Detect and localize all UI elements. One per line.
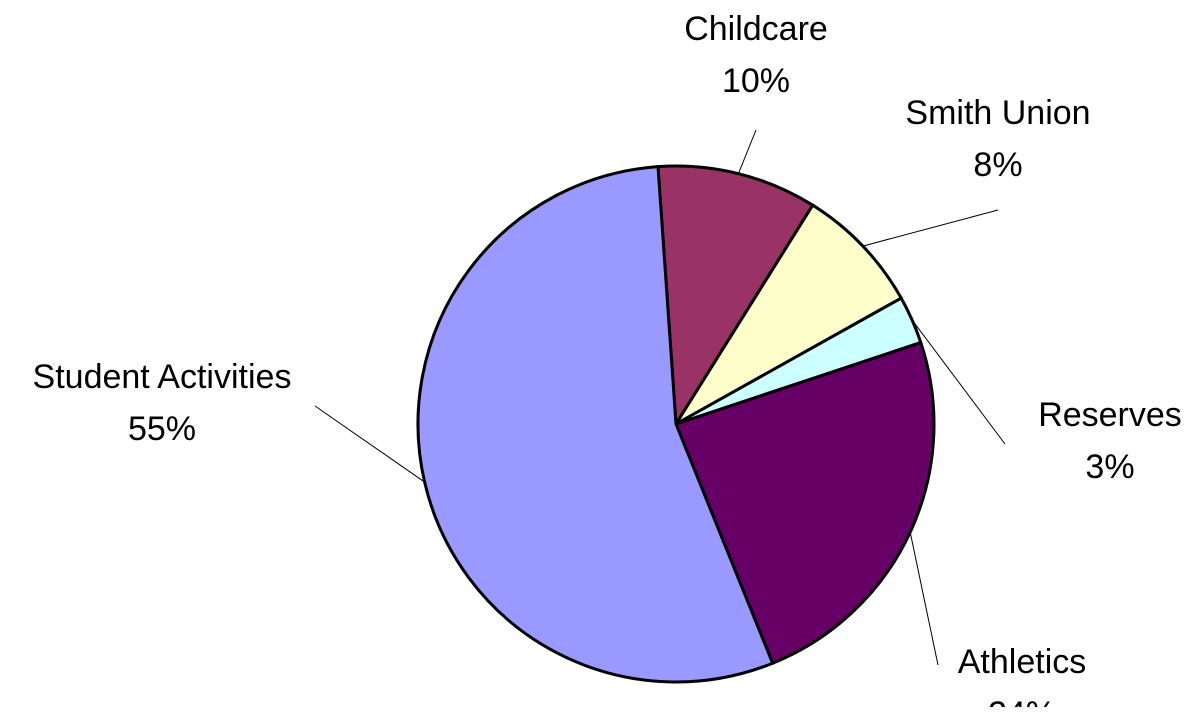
pie-slice-smith-union	[674, 203, 904, 426]
pie-slice-student-activities	[416, 165, 775, 684]
slice-percent-childcare: 10%	[722, 62, 790, 100]
slice-label-reserves: Reserves	[1038, 396, 1182, 434]
leader-line-reserves	[911, 319, 1006, 445]
leader-line-athletics	[909, 532, 939, 666]
slice-label-smith-union: Smith Union	[905, 94, 1090, 132]
slice-percent-smith-union: 8%	[973, 146, 1022, 184]
leader-line-childcare	[737, 129, 757, 174]
slice-label-childcare: Childcare	[684, 10, 828, 48]
leader-lines-layer	[314, 129, 1006, 666]
slice-percent-student-activities: 55%	[128, 410, 196, 448]
slice-label-athletics: Athletics	[958, 643, 1087, 681]
slice-percent-athletics: 24%	[988, 695, 1056, 707]
pie-slice-childcare	[656, 164, 815, 429]
leader-line-student-activities	[314, 405, 425, 483]
slices-layer	[416, 164, 936, 684]
leader-line-smith-union	[862, 209, 999, 247]
slice-percent-reserves: 3%	[1085, 448, 1134, 486]
slice-label-student-activities: Student Activities	[33, 358, 292, 396]
